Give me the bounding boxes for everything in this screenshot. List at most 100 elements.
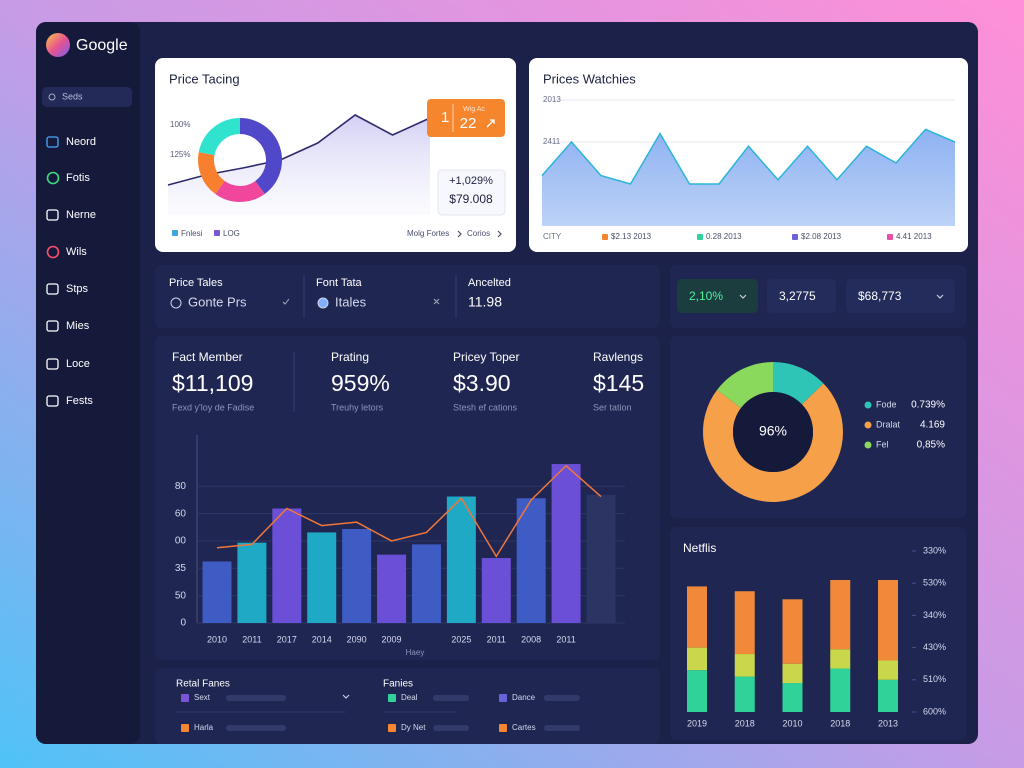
- card-title: Prices Watchies: [543, 71, 636, 86]
- legend-swatch: [887, 234, 893, 240]
- search-box[interactable]: [42, 87, 132, 107]
- bar: [586, 494, 616, 623]
- legend-swatch: [697, 234, 703, 240]
- legend-label: Fode: [876, 399, 897, 409]
- legend-label: 0.28 2013: [706, 232, 742, 241]
- placeholder-bar: [544, 725, 580, 731]
- bar-segment: [878, 579, 898, 661]
- arrow-icon: [486, 119, 495, 128]
- nav-item[interactable]: Fests: [66, 395, 93, 407]
- placeholder-bar: [226, 725, 286, 731]
- list-item: Dy Net: [401, 723, 426, 732]
- sidebar: [36, 22, 140, 744]
- search-icon: [48, 93, 56, 101]
- y-tick-label: 2013: [543, 95, 561, 104]
- y-tick-label: 0: [180, 618, 186, 629]
- y-tick-label: 35: [175, 563, 187, 574]
- nav-item[interactable]: Neord: [66, 136, 96, 148]
- bar-segment: [782, 599, 803, 664]
- nav-icon: [46, 320, 59, 332]
- legend-label: Dralat: [876, 419, 901, 429]
- nav-item[interactable]: Nerne: [66, 209, 96, 221]
- area: [542, 129, 955, 226]
- x-tick-label: 2011: [556, 634, 575, 644]
- list-item: Deal: [401, 693, 418, 702]
- nav-icon: [46, 171, 60, 185]
- x-tick-label: 2011: [242, 634, 261, 644]
- bar: [237, 542, 267, 623]
- chevron: [739, 294, 747, 299]
- filter-value[interactable]: Itales: [335, 294, 367, 309]
- pill[interactable]: [767, 279, 836, 313]
- legend-swatch: [792, 234, 798, 240]
- stat-label: Fact Member: [172, 350, 243, 364]
- bar: [307, 532, 337, 623]
- x-tick-label: 2017: [277, 634, 297, 644]
- list-item: Dance: [512, 693, 536, 702]
- bar-segment: [734, 654, 755, 677]
- nav-icon: [46, 245, 60, 259]
- bar: [551, 464, 581, 623]
- item-swatch: [181, 724, 189, 732]
- filter-value[interactable]: Gonte Prs: [188, 294, 247, 309]
- bar-segment: [830, 649, 851, 669]
- stat-note: Fexd y'loy de Fadise: [172, 402, 254, 412]
- pill[interactable]: [846, 279, 955, 313]
- filter-icon: [170, 297, 182, 309]
- link[interactable]: Molg Fortes: [407, 229, 449, 238]
- pill-value: $68,773: [858, 289, 902, 303]
- chevron: [457, 230, 462, 238]
- legend-label: Fnlesi: [181, 229, 203, 238]
- legend-label: 4.41 2013: [896, 232, 932, 241]
- bar-segment: [782, 663, 803, 684]
- legend-dot: [864, 401, 872, 409]
- placeholder-bar: [226, 695, 286, 701]
- placeholder-bar: [433, 695, 469, 701]
- nav-item[interactable]: Wils: [66, 246, 87, 258]
- y-tick-label: 50: [175, 590, 187, 601]
- y-tick-label: 00: [175, 536, 187, 547]
- badge-value: 22: [460, 115, 477, 132]
- x-tick-label: 2014: [312, 634, 332, 644]
- x-tick-label: 2011: [487, 634, 506, 644]
- y-tick-label: 600%: [923, 706, 946, 716]
- y-tick-label: 510%: [923, 674, 946, 684]
- logo: [46, 33, 70, 57]
- list-item: Sext: [194, 693, 211, 702]
- y-tick-label: 340%: [923, 610, 946, 620]
- filter-icon: [317, 297, 329, 309]
- brand: Google: [76, 37, 128, 54]
- donut-segment: [215, 180, 265, 202]
- donut-segment: [716, 362, 774, 409]
- x-tick-label: 2008: [521, 634, 541, 644]
- nav-item[interactable]: Fotis: [66, 172, 90, 184]
- chevron: [342, 694, 350, 699]
- x-tick-label: 2090: [347, 634, 367, 644]
- bar-segment: [734, 676, 755, 712]
- donut-center: 96%: [759, 423, 787, 439]
- pill[interactable]: [677, 279, 758, 313]
- legend-dot: [864, 421, 872, 429]
- x-tick-label: 2018: [735, 718, 755, 728]
- bar: [516, 498, 546, 623]
- x-tick-label: 2018: [830, 718, 850, 728]
- stat-label: Prating: [331, 350, 369, 364]
- stat-value: $3.90: [453, 370, 511, 396]
- y-tick-label: 100%: [170, 120, 190, 129]
- bar-segment: [782, 683, 803, 712]
- link[interactable]: Corios: [467, 229, 490, 238]
- nav-item[interactable]: Mies: [66, 320, 90, 332]
- nav-item[interactable]: Loce: [66, 358, 90, 370]
- y-tick-label: 60: [175, 508, 187, 519]
- x-tick-label: 2010: [207, 634, 227, 644]
- x-axis-label: CITY: [543, 232, 562, 241]
- nav-item[interactable]: Stps: [66, 283, 89, 295]
- legend-value: 0,85%: [917, 440, 945, 451]
- stat-label: Ravlengs: [593, 350, 643, 364]
- filter-label: Price Tales: [169, 277, 223, 289]
- bar: [272, 508, 302, 623]
- x-tick-label: 2013: [878, 718, 898, 728]
- x-axis-label: Haey: [406, 648, 425, 657]
- item-swatch: [499, 724, 507, 732]
- legend-swatch: [602, 234, 608, 240]
